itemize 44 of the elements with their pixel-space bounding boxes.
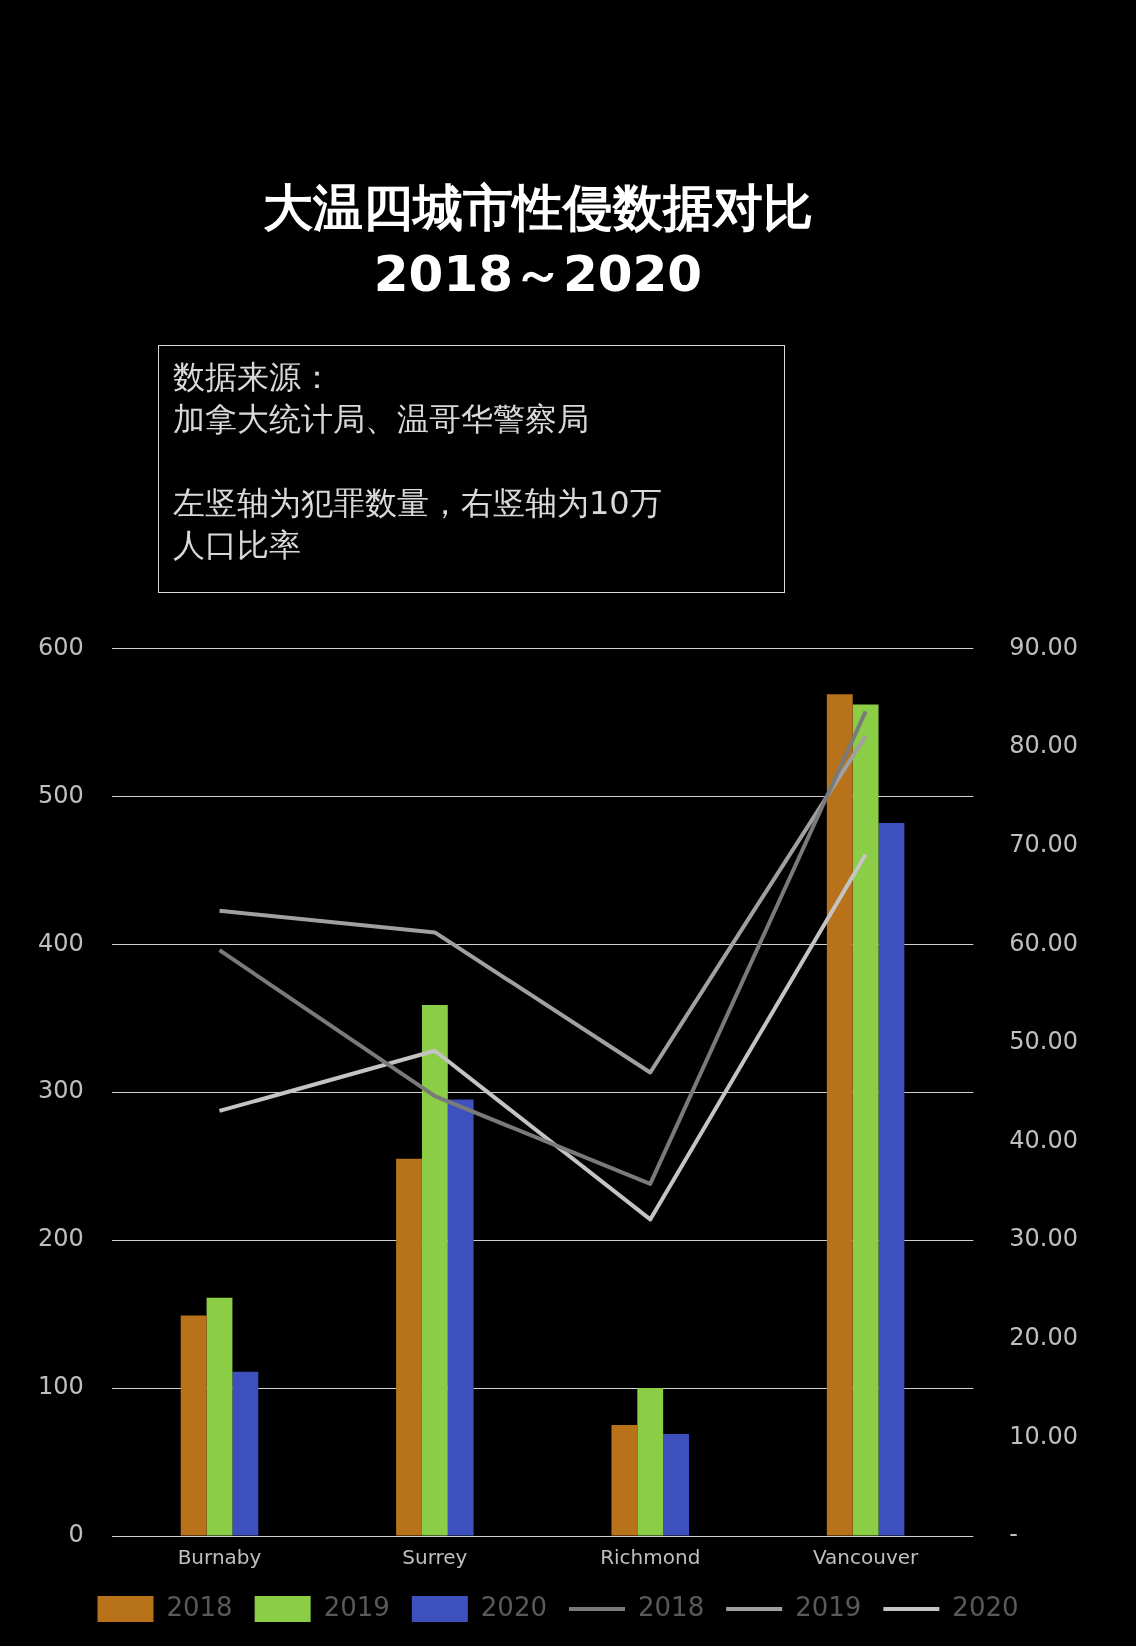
y2-tick-label: 10.00: [1009, 1421, 1079, 1450]
text: 加拿大统计局、温哥华警察局: [173, 399, 590, 440]
y-tick-label: 100: [38, 1372, 84, 1401]
bar: [852, 704, 879, 1536]
legend-label: 2019: [795, 1591, 862, 1622]
bar: [637, 1388, 664, 1536]
x-tick-label: Vancouver: [812, 1545, 920, 1570]
y2-tick-label: 40.00: [1009, 1125, 1079, 1154]
y-tick-label: 400: [38, 928, 84, 957]
y-tick-label: 300: [38, 1076, 84, 1105]
bar: [447, 1099, 474, 1536]
y2-tick-label: 50.00: [1009, 1027, 1079, 1056]
bar: [206, 1297, 233, 1536]
bar: [421, 1004, 448, 1536]
y2-tick-label: 70.00: [1009, 829, 1079, 858]
chart-title: 大温四城市性侵数据对比: [262, 178, 814, 239]
y-tick-label: 200: [38, 1224, 84, 1253]
text: 左竖轴为犯罪数量，右竖轴为10万人口比率: [173, 483, 663, 566]
x-tick-label: Burnaby: [177, 1545, 262, 1570]
y-tick-label: 600: [38, 632, 84, 661]
legend-label: 2018: [638, 1591, 705, 1622]
bar: [232, 1371, 259, 1536]
legend-label: 2018: [166, 1591, 233, 1622]
y2-tick-label: 20.00: [1009, 1322, 1079, 1351]
bar: [826, 694, 853, 1536]
source-note: 数据来源：: [173, 357, 334, 398]
legend-label: 2020: [480, 1591, 547, 1622]
bar: [180, 1315, 207, 1536]
bar: [396, 1158, 422, 1536]
chart-subtitle: 2018～2020: [372, 244, 704, 305]
y2-tick-label: 90.00: [1009, 632, 1079, 661]
legend-label: 2020: [952, 1591, 1019, 1622]
bar: [611, 1425, 638, 1536]
bar: [878, 822, 905, 1536]
x-tick-label: Surrey: [402, 1545, 468, 1570]
y2-tick-label: 80.00: [1009, 731, 1079, 760]
y2-tick-label: 30.00: [1009, 1224, 1079, 1253]
y2-tick-label: -: [1009, 1520, 1018, 1549]
legend-label: 2019: [323, 1591, 390, 1622]
x-tick-label: Richmond: [600, 1545, 701, 1570]
y-tick-label: 500: [38, 780, 84, 809]
y2-tick-label: 60.00: [1009, 928, 1079, 957]
bar: [663, 1433, 689, 1536]
y-tick-label: 0: [68, 1520, 84, 1549]
